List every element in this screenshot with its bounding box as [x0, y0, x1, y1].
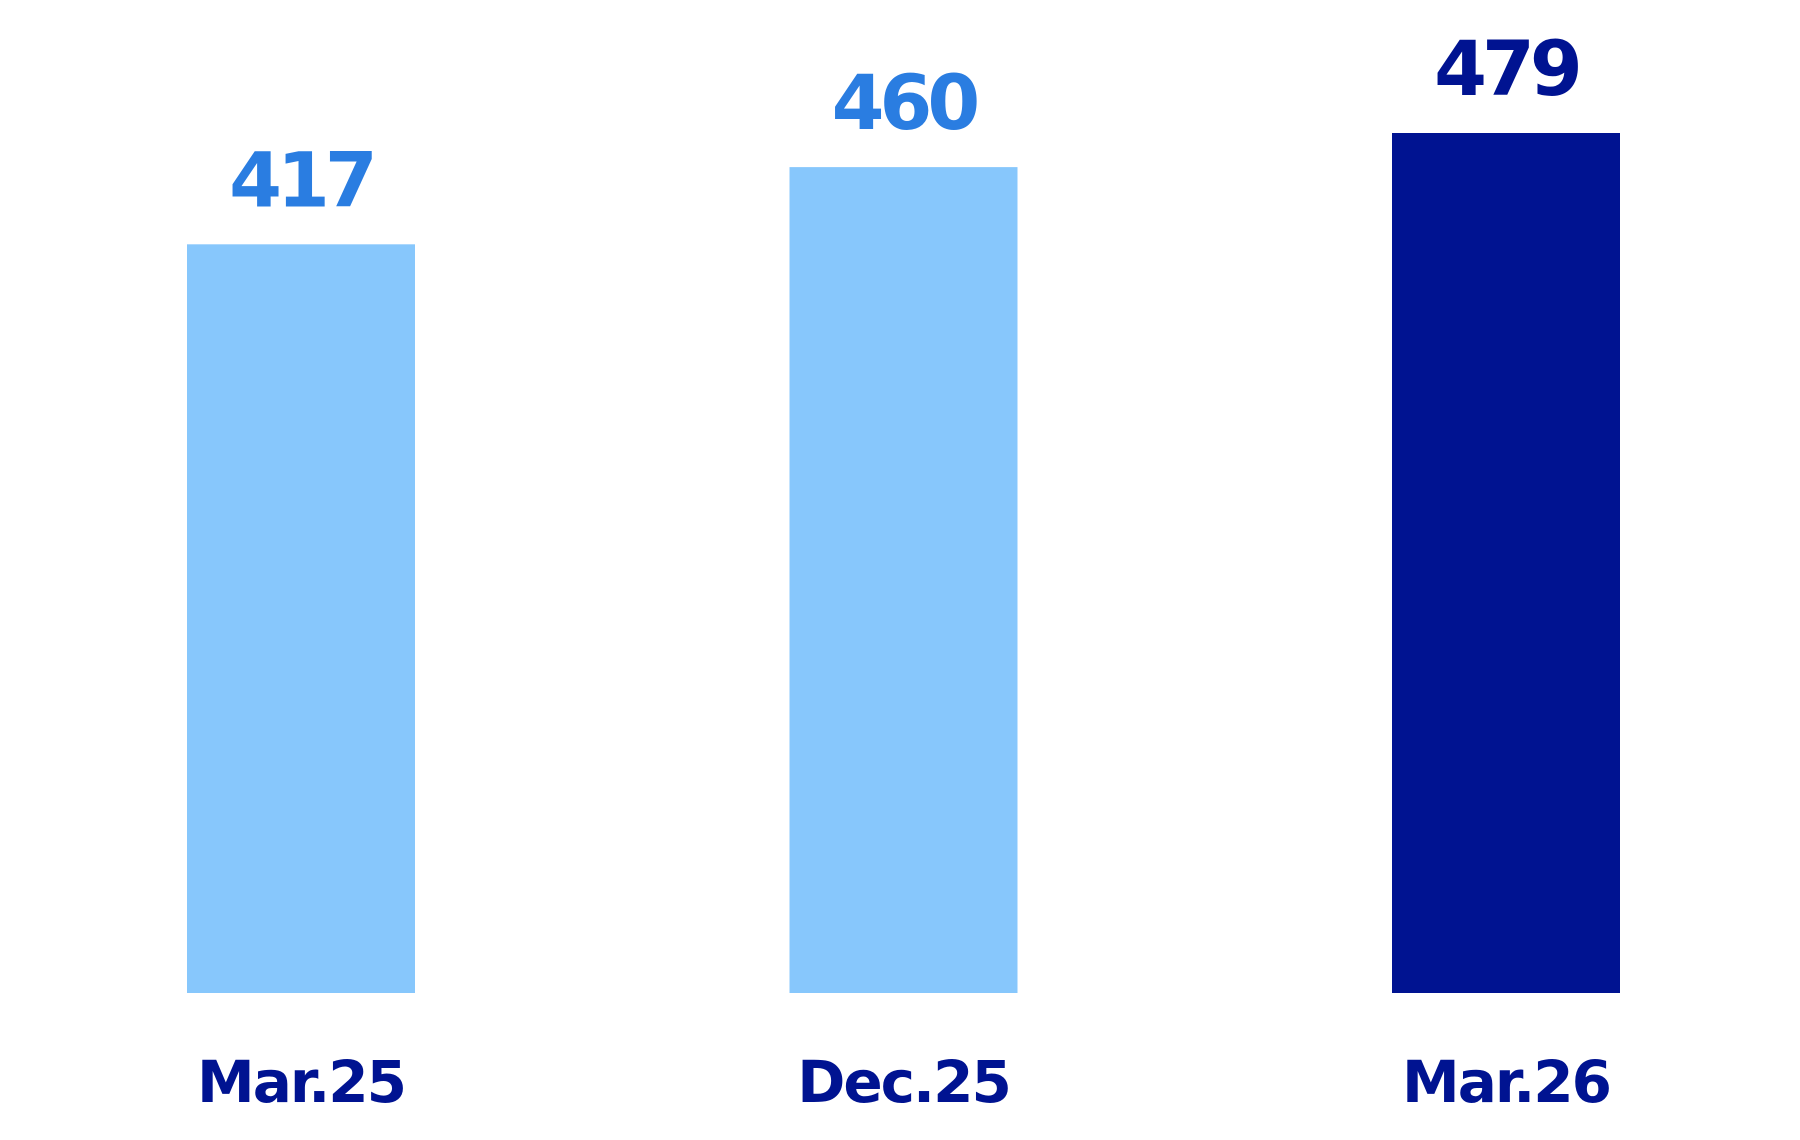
- value-label: 417: [229, 135, 373, 224]
- x-tick-label: Mar.25: [197, 1048, 405, 1116]
- value-label: 460: [832, 58, 978, 147]
- x-tick-label: Mar.26: [1402, 1048, 1610, 1116]
- bar: [1392, 133, 1620, 993]
- bar: [187, 244, 415, 993]
- value-label: 479: [1434, 24, 1579, 113]
- bar: [789, 167, 1018, 993]
- x-tick-label: Dec.25: [797, 1048, 1010, 1116]
